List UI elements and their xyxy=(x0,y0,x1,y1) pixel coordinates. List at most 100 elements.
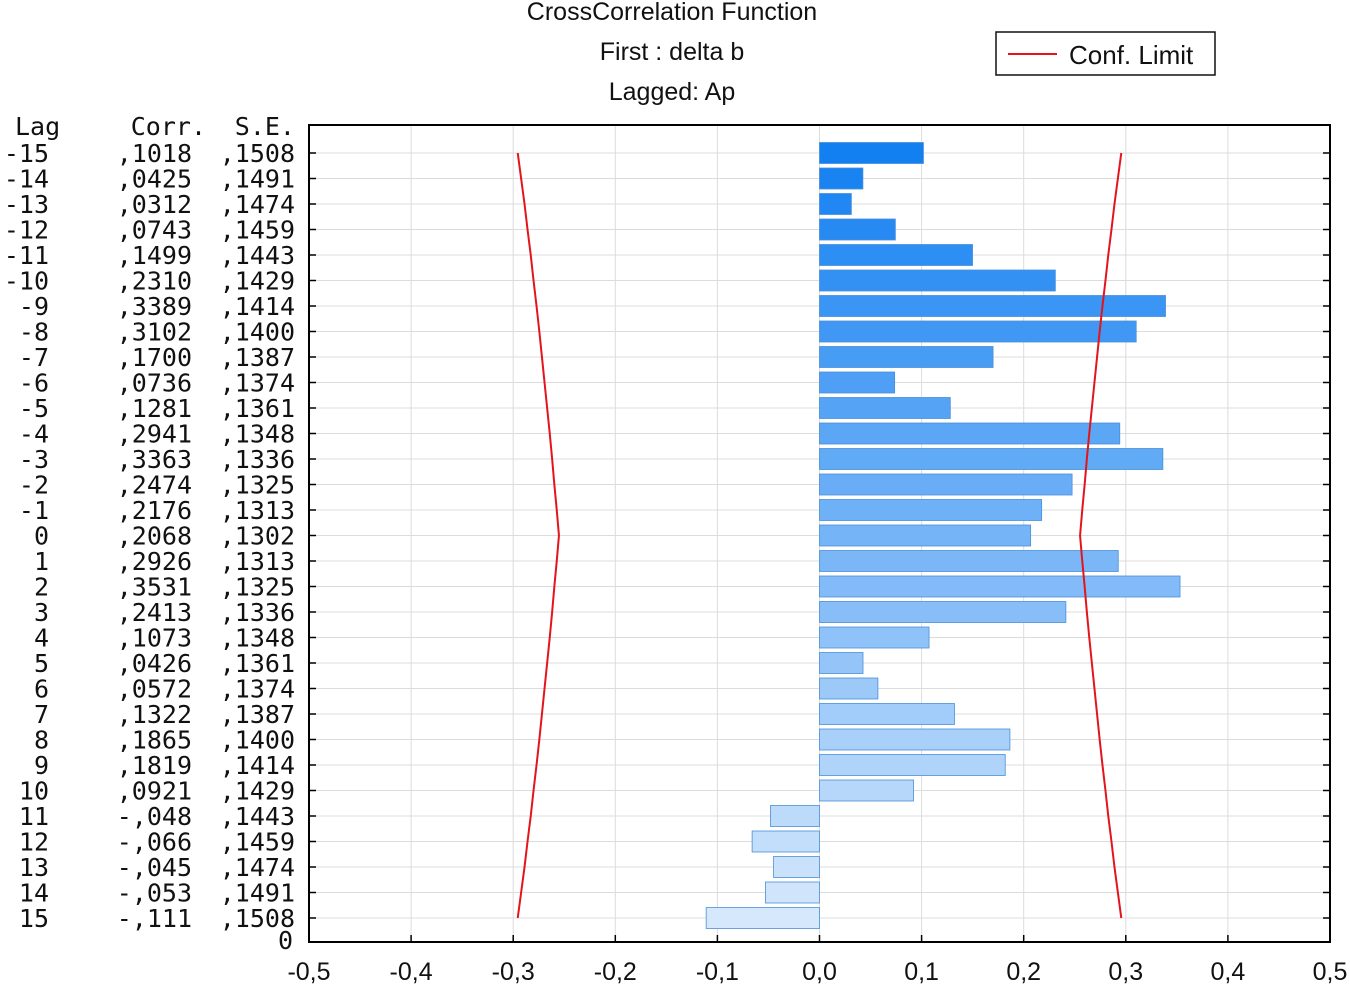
bar-lag-13 xyxy=(773,856,820,878)
axes: -0,5 -0,4 -0,3 -0,2 -0,1 0,0 0,1 0,2 0,3 0,4 0,5 xyxy=(287,124,1347,986)
bar-lag--9 xyxy=(819,295,1166,317)
corr-value: -,111 xyxy=(117,904,192,933)
corr-value: -,053 xyxy=(117,879,192,908)
lag-label: -3 xyxy=(19,445,49,474)
lag-label: -12 xyxy=(4,216,49,245)
bar-lag-15 xyxy=(705,907,820,929)
se-value: ,1302 xyxy=(220,522,295,551)
corr-value: ,1819 xyxy=(117,751,192,780)
lag-label: -11 xyxy=(4,241,49,270)
corr-value: ,0312 xyxy=(117,190,192,219)
lag-label: 1 xyxy=(34,547,49,576)
lag-label: -15 xyxy=(4,139,49,168)
corr-value: ,3363 xyxy=(117,445,192,474)
corr-value: ,2310 xyxy=(117,267,192,296)
conf-limit-lower-line xyxy=(516,152,560,919)
lag-label: -7 xyxy=(19,343,49,372)
se-value: ,1313 xyxy=(220,547,295,576)
bar-lag-8 xyxy=(819,728,1011,751)
corr-value: ,3531 xyxy=(117,573,192,602)
x-tick-label: -0,3 xyxy=(492,958,535,986)
bar-lag-12 xyxy=(751,830,820,853)
se-value: ,1443 xyxy=(220,802,295,831)
se-value: ,1336 xyxy=(220,445,295,474)
lag-label: -4 xyxy=(19,420,49,449)
corr-value: ,3102 xyxy=(117,318,192,347)
corr-value: ,2176 xyxy=(117,496,192,525)
se-value: ,1400 xyxy=(220,318,295,347)
bar-lag-2 xyxy=(819,575,1181,598)
table-header: Lag Corr. S.E. xyxy=(15,112,295,141)
bar-lag-9 xyxy=(819,754,1006,776)
header-lag: Lag xyxy=(15,112,60,141)
bar-lag--12 xyxy=(819,218,896,241)
se-value: ,1325 xyxy=(220,471,295,500)
lag-label: 15 xyxy=(19,904,49,933)
lag-label: 2 xyxy=(34,573,49,602)
corr-value: ,2413 xyxy=(117,598,192,627)
se-value: ,1443 xyxy=(220,241,295,270)
lag-table: -15,1018,1508-14,0425,1491-13,0312,1474-… xyxy=(4,139,295,933)
se-value: ,1474 xyxy=(220,190,295,219)
bar-lag-7 xyxy=(819,703,955,725)
se-value: ,1361 xyxy=(220,649,295,678)
lag-label: 13 xyxy=(19,853,49,882)
x-tick-label: 0,3 xyxy=(1108,958,1143,986)
corr-value: ,1073 xyxy=(117,624,192,653)
se-value: ,1459 xyxy=(220,828,295,857)
bar-lag--15 xyxy=(819,142,924,164)
x-tick-label: 0,4 xyxy=(1211,958,1246,986)
header-se: S.E. xyxy=(235,112,295,141)
corr-value: ,2068 xyxy=(117,522,192,551)
corr-value: ,2926 xyxy=(117,547,192,576)
header-corr: Corr. xyxy=(131,112,206,141)
se-value: ,1387 xyxy=(220,343,295,372)
se-value: ,1387 xyxy=(220,700,295,729)
chart-subtitle-first: First : delta b xyxy=(600,38,745,66)
lag-label: -14 xyxy=(4,165,49,194)
se-value: ,1429 xyxy=(220,267,295,296)
se-value: ,1348 xyxy=(220,624,295,653)
corr-value: ,1281 xyxy=(117,394,192,423)
x-tick-label: 0,2 xyxy=(1006,958,1041,986)
se-value: ,1491 xyxy=(220,879,295,908)
bar-series xyxy=(705,142,1181,929)
lag-label: 7 xyxy=(34,700,49,729)
corr-value: ,0921 xyxy=(117,777,192,806)
se-value: ,1374 xyxy=(220,369,295,398)
corr-value: ,0425 xyxy=(117,165,192,194)
lag-label: 11 xyxy=(19,802,49,831)
bar-lag--13 xyxy=(819,193,852,215)
corr-value: ,0572 xyxy=(117,675,192,704)
x-tick-label: -0,4 xyxy=(390,958,433,986)
legend-conf-limit-label: Conf. Limit xyxy=(1069,40,1194,70)
se-value: ,1325 xyxy=(220,573,295,602)
corr-value: ,0743 xyxy=(117,216,192,245)
corr-value: ,1865 xyxy=(117,726,192,755)
lag-label: 5 xyxy=(34,649,49,678)
corr-value: -,045 xyxy=(117,853,192,882)
se-value: ,1400 xyxy=(220,726,295,755)
x-tick-label: -0,5 xyxy=(287,958,330,986)
lag-label: 9 xyxy=(34,751,49,780)
bar-lag--10 xyxy=(819,269,1056,292)
corr-value: -,048 xyxy=(117,802,192,831)
lag-label: -13 xyxy=(4,190,49,219)
corr-value: ,1018 xyxy=(117,139,192,168)
bar-lag--8 xyxy=(819,320,1137,343)
corr-value: ,1700 xyxy=(117,343,192,372)
se-value: ,1374 xyxy=(220,675,295,704)
lag-label: 3 xyxy=(34,598,49,627)
bar-lag-11 xyxy=(770,805,820,827)
lag-label: -6 xyxy=(19,369,49,398)
se-value: ,1348 xyxy=(220,420,295,449)
bar-lag-3 xyxy=(819,601,1067,623)
lag-label: -10 xyxy=(4,267,49,296)
lag-label: 4 xyxy=(34,624,49,653)
bar-lag--3 xyxy=(819,448,1164,470)
bar-lag--2 xyxy=(819,473,1073,496)
se-value: ,1414 xyxy=(220,292,295,321)
bar-lag--6 xyxy=(819,371,896,394)
x-tick-label: -0,1 xyxy=(696,958,739,986)
